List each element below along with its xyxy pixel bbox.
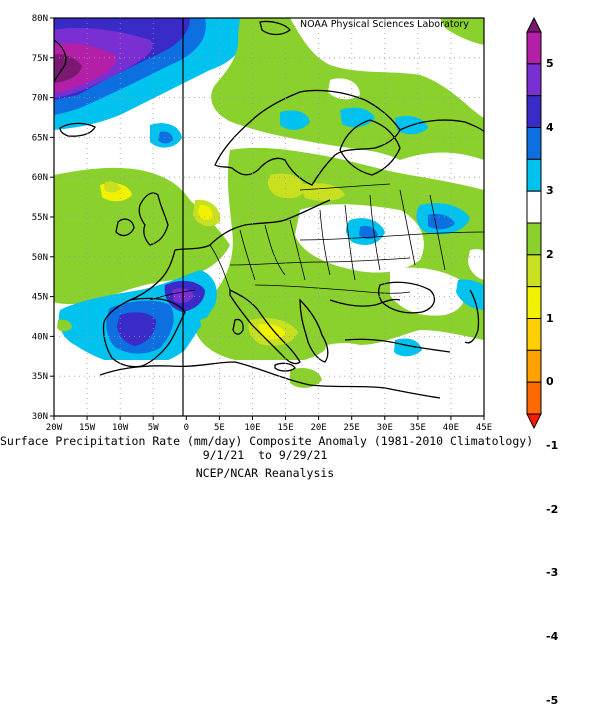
caption-dates: 9/1/21 to 9/29/21 bbox=[202, 448, 328, 462]
credit-text: NOAA Physical Sciences Laboratory bbox=[300, 19, 469, 30]
lon-label: 25E bbox=[344, 423, 360, 433]
colorbar-segment bbox=[526, 349, 542, 383]
colorbar-segment bbox=[526, 222, 542, 256]
lat-label: 65N bbox=[32, 133, 48, 143]
lon-label: 35E bbox=[410, 423, 426, 433]
colorbar-segment bbox=[526, 31, 542, 65]
lon-label: 0 bbox=[184, 423, 189, 433]
colorbar-label: 0 bbox=[546, 375, 554, 389]
lat-label: 55N bbox=[32, 213, 48, 223]
colorbar-label: -3 bbox=[546, 566, 559, 580]
lon-label: 20W bbox=[46, 423, 63, 433]
colorbar-label: 1 bbox=[546, 311, 554, 325]
colorbar-segment bbox=[526, 127, 542, 160]
lon-label: 15E bbox=[277, 423, 293, 433]
lat-label: 80N bbox=[32, 14, 48, 24]
colorbar-segment bbox=[526, 254, 542, 288]
latitude-labels: 80N 75N 70N 65N 60N 55N 50N 45N 40N 35N 30N bbox=[32, 14, 48, 422]
lat-label: 40N bbox=[32, 332, 48, 342]
country-borders bbox=[149, 183, 484, 301]
colorbar-label: 5 bbox=[546, 56, 554, 70]
caption-title: Surface Precipitation Rate (mm/day) Comp… bbox=[0, 434, 534, 448]
lat-label: 35N bbox=[32, 372, 48, 382]
colorbar-label: -1 bbox=[546, 438, 559, 452]
colorbar-label: 2 bbox=[546, 247, 554, 261]
lat-label: 50N bbox=[32, 253, 48, 263]
colorbar-bottom-arrow bbox=[526, 413, 542, 430]
colorbar-label: -5 bbox=[546, 693, 559, 707]
lat-label: 30N bbox=[32, 412, 48, 422]
axis-ticks bbox=[50, 17, 485, 420]
lon-label: 15W bbox=[79, 423, 96, 433]
lon-label: 30E bbox=[377, 423, 393, 433]
lat-label: 70N bbox=[32, 94, 48, 104]
colorbar bbox=[526, 16, 542, 430]
longitude-labels: 20W 15W 10W 5W 0 5E 10E 15E 20E 25E 30E 35E 40E 45E bbox=[46, 423, 492, 433]
colorbar-label: 4 bbox=[546, 120, 554, 134]
graticule bbox=[54, 18, 484, 416]
colorbar-label: 3 bbox=[546, 184, 554, 198]
colorbar-segment bbox=[526, 381, 542, 415]
lat-label: 45N bbox=[32, 293, 48, 303]
lat-label: 60N bbox=[32, 173, 48, 183]
lat-label: 75N bbox=[32, 54, 48, 64]
caption-source: NCEP/NCAR Reanalysis bbox=[195, 466, 335, 480]
colorbar-label: -4 bbox=[546, 629, 559, 643]
colorbar-top-arrow bbox=[526, 16, 542, 33]
colorbar-segment bbox=[526, 158, 542, 192]
colorbar-segment bbox=[526, 63, 542, 97]
colorbar-segment bbox=[526, 95, 542, 128]
lon-label: 5E bbox=[214, 423, 225, 433]
lon-label: 10E bbox=[244, 423, 260, 433]
lon-label: 45E bbox=[476, 423, 492, 433]
anomaly-field bbox=[54, 18, 484, 416]
lon-label: 40E bbox=[443, 423, 459, 433]
colorbar-segment bbox=[526, 286, 542, 319]
lon-label: 10W bbox=[112, 423, 129, 433]
colorbar-segment bbox=[526, 190, 542, 224]
lon-label: 20E bbox=[310, 423, 326, 433]
colorbar-segment bbox=[526, 318, 542, 351]
colorbar-label: -2 bbox=[546, 502, 559, 516]
precipitation-anomaly-map: 80N 75N 70N 65N 60N 55N 50N 45N 40N 35N 30N 20W 15W… bbox=[32, 14, 542, 433]
lon-label: 5W bbox=[148, 423, 159, 433]
